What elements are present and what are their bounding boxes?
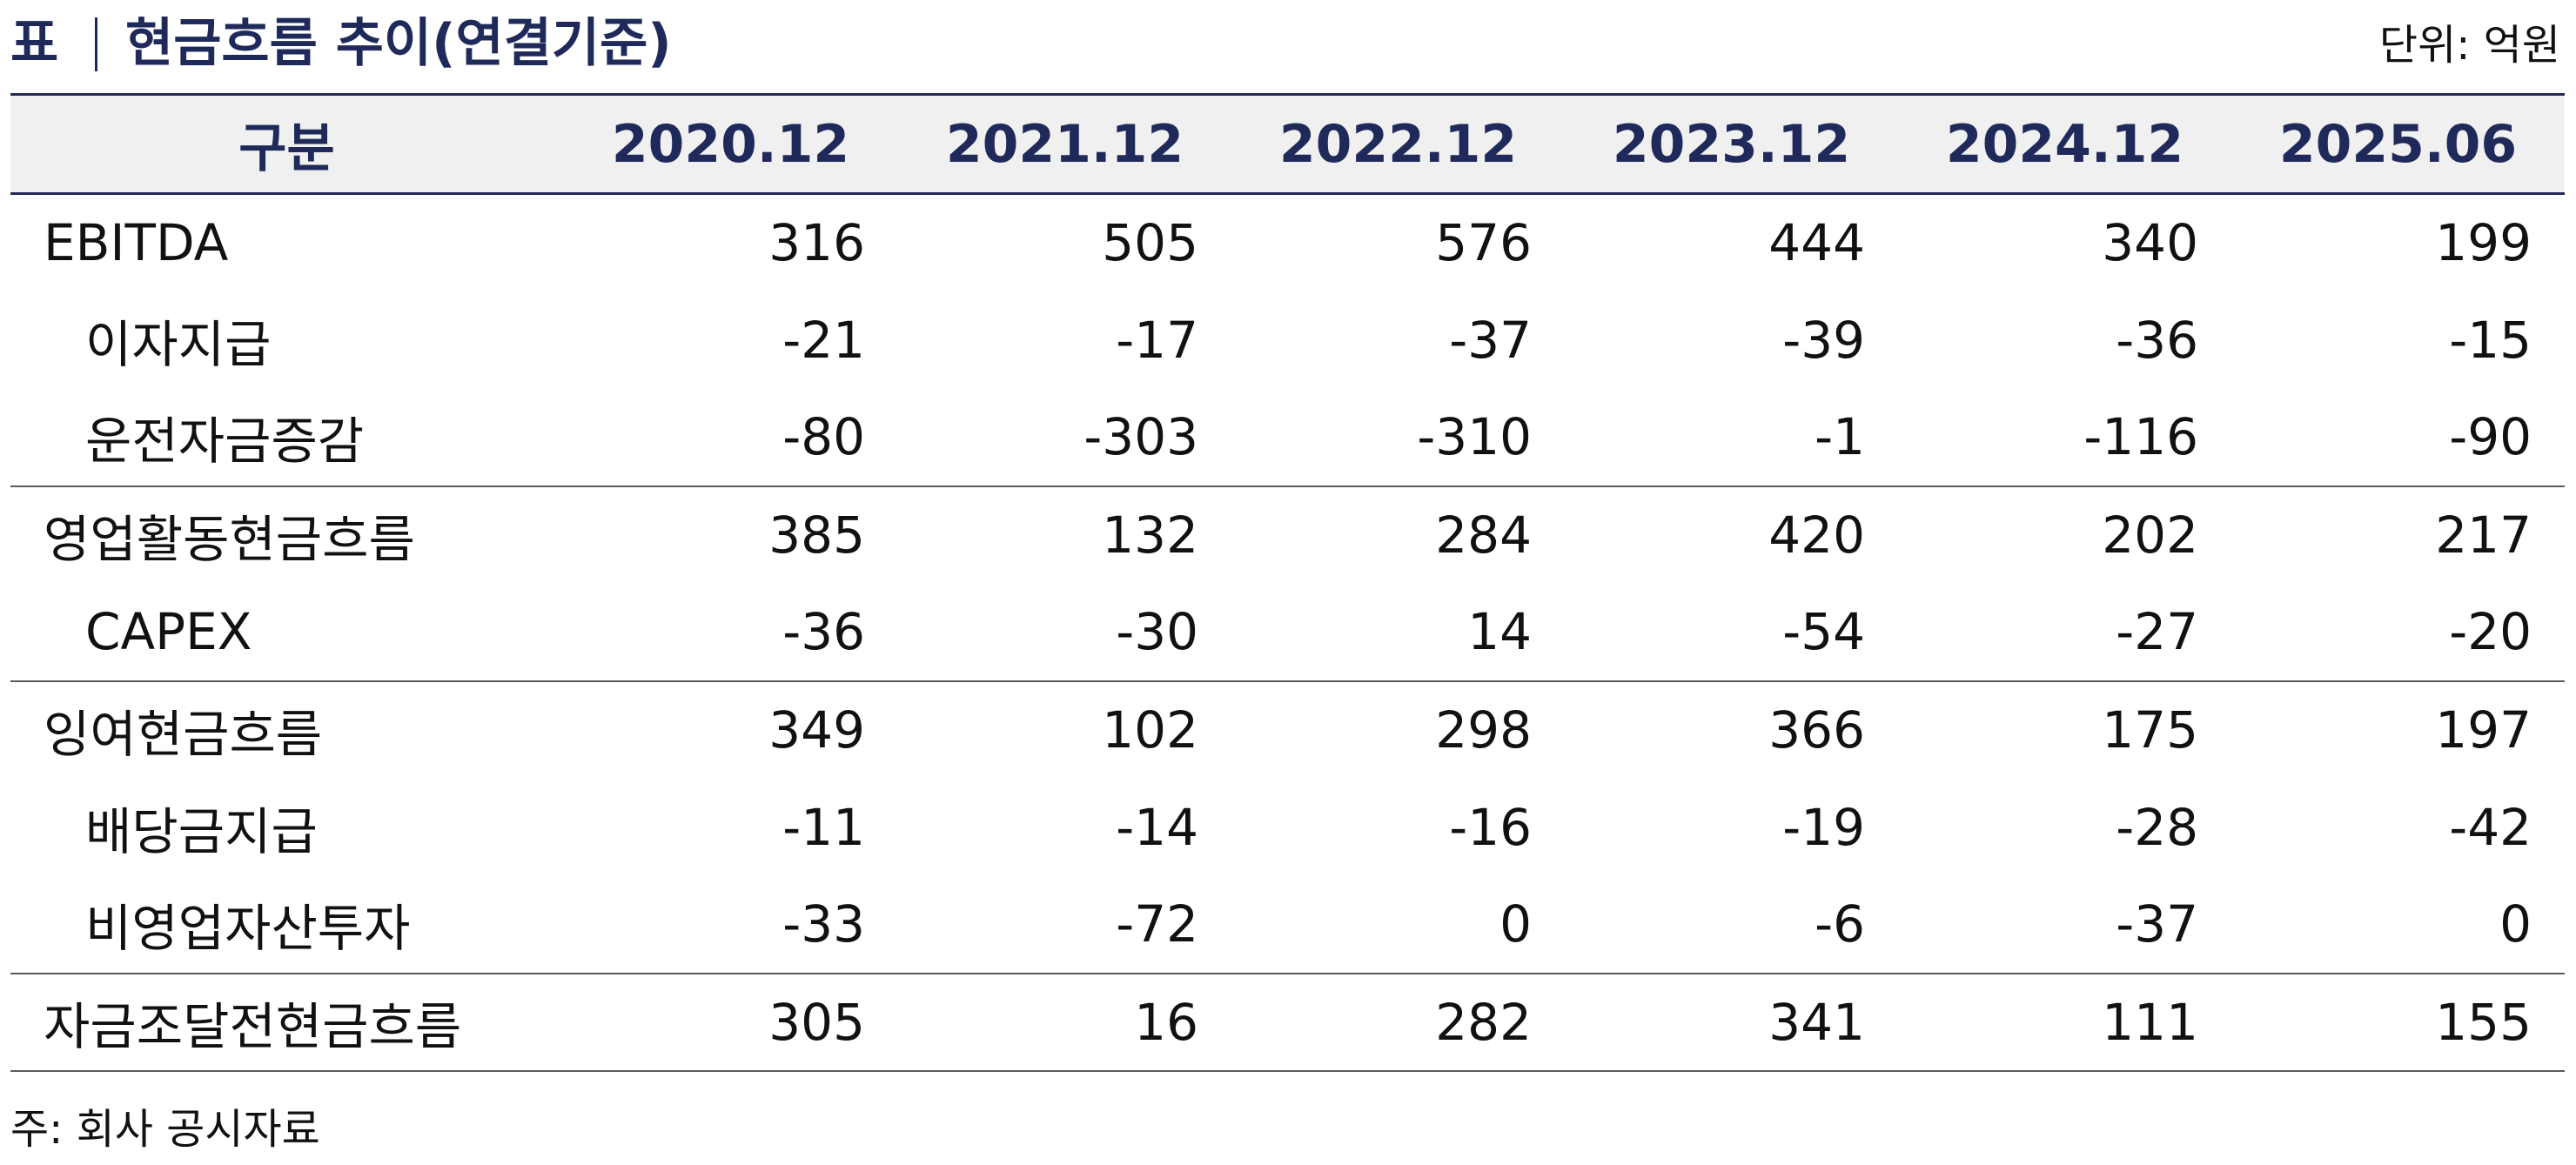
- table-row: 비영업자산투자 -33 -72 0 -6 -37 0: [10, 876, 2565, 974]
- table-row: EBITDA 316 505 576 444 340 199: [10, 194, 2565, 291]
- table-cell: -19: [1782, 797, 1865, 857]
- header-2025-06: 2025.06: [2231, 93, 2565, 195]
- table-row: 이자지급 -21 -17 -37 -39 -36 -15: [10, 291, 2565, 389]
- table-row: 배당금지급 -11 -14 -16 -19 -28 -42: [10, 779, 2565, 876]
- table-cell: 341: [1565, 972, 1898, 1072]
- row-label: 영업활동현금흐름: [10, 485, 563, 584]
- table-cell: -39: [1782, 310, 1865, 370]
- table-cell: -80: [782, 407, 865, 466]
- table-cell: -90: [2449, 407, 2532, 466]
- table-cell: 155: [2231, 972, 2565, 1072]
- table-cell: -72: [1116, 894, 1198, 954]
- header-2023-12: 2023.12: [1565, 93, 1898, 195]
- table-cell: -42: [2449, 797, 2532, 857]
- table-cell: -54: [1782, 602, 1865, 661]
- cash-flow-table: 구분 2020.12 2021.12 2022.12 2023.12 2024.…: [10, 93, 2565, 1072]
- table-cell: -310: [1417, 407, 1532, 466]
- table-cell: 349: [563, 680, 898, 779]
- table-cell: 282: [1231, 972, 1565, 1072]
- table-cell: 0: [1499, 894, 1532, 954]
- title-divider: [95, 17, 97, 71]
- table-row: 잉여현금흐름 349 102 298 366 175 197: [10, 680, 2565, 779]
- table-cell: -36: [782, 602, 865, 661]
- table-cell: 132: [898, 485, 1231, 584]
- table-row: 운전자금증감 -80 -303 -310 -1 -116 -90: [10, 389, 2565, 486]
- table-cell: 217: [2231, 485, 2565, 584]
- table-row: 영업활동현금흐름 385 132 284 420 202 217: [10, 485, 2565, 584]
- header-2021-12: 2021.12: [898, 93, 1231, 195]
- table-cell: -11: [782, 797, 865, 857]
- table-cell: 366: [1565, 680, 1898, 779]
- table-cell: -303: [1083, 407, 1198, 466]
- source-note: 주: 회사 공시자료: [10, 1105, 320, 1154]
- table-cell: -33: [782, 894, 865, 954]
- unit-label: 단위: 억원: [2378, 21, 2560, 70]
- table-cell: -16: [1449, 797, 1532, 857]
- table-cell: 102: [898, 680, 1231, 779]
- table-cell: 505: [1102, 213, 1198, 273]
- table-cell: 444: [1768, 213, 1865, 273]
- table-cell: 0: [2499, 894, 2532, 954]
- table-cell: 202: [1898, 485, 2231, 584]
- table-cell: -20: [2449, 602, 2532, 661]
- row-label: 배당금지급: [85, 801, 318, 861]
- table-cell: 284: [1231, 485, 1565, 584]
- table-cell: 420: [1565, 485, 1898, 584]
- table-cell: -27: [2116, 602, 2198, 661]
- table-cell: 175: [1898, 680, 2231, 779]
- row-label: CAPEX: [85, 602, 252, 661]
- title-row: 표 현금흐름 추이(연결기준) 단위: 억원: [10, 0, 2560, 87]
- row-label: 이자지급: [85, 314, 272, 374]
- table-cell: -116: [2083, 407, 2198, 466]
- page-title: 현금흐름 추이(연결기준): [125, 13, 672, 74]
- table-label: 표: [10, 13, 59, 74]
- table-cell: -37: [2116, 894, 2198, 954]
- table-cell: 316: [768, 213, 865, 273]
- table-cell: -14: [1116, 797, 1198, 857]
- table-cell: 305: [563, 972, 898, 1072]
- table-cell: -28: [2116, 797, 2198, 857]
- table-cell: 197: [2231, 680, 2565, 779]
- table-cell: -37: [1449, 310, 1532, 370]
- table-row: 자금조달전현금흐름 305 16 282 341 111 155: [10, 972, 2565, 1072]
- table-cell: -1: [1815, 407, 1865, 466]
- cash-flow-table-container: 구분 2020.12 2021.12 2022.12 2023.12 2024.…: [10, 93, 2565, 1072]
- table-cell: -17: [1116, 310, 1198, 370]
- table-cell: 576: [1435, 213, 1532, 273]
- table-cell: 385: [563, 485, 898, 584]
- row-label: 비영업자산투자: [85, 899, 411, 958]
- table-cell: -30: [1116, 602, 1198, 661]
- row-label: EBITDA: [44, 213, 229, 273]
- row-label: 잉여현금흐름: [10, 680, 563, 779]
- row-label: 운전자금증감: [85, 412, 365, 471]
- row-label: 자금조달전현금흐름: [10, 972, 563, 1072]
- table-cell: 111: [1898, 972, 2231, 1072]
- header-2020-12: 2020.12: [563, 93, 898, 195]
- table-cell: 199: [2435, 213, 2532, 273]
- header-2024-12: 2024.12: [1898, 93, 2231, 195]
- table-cell: 16: [898, 972, 1231, 1072]
- header-category: 구분: [10, 93, 563, 195]
- table-row: CAPEX -36 -30 14 -54 -27 -20: [10, 584, 2565, 681]
- table-cell: 340: [2102, 213, 2198, 273]
- header-row: 구분 2020.12 2021.12 2022.12 2023.12 2024.…: [10, 93, 2565, 195]
- table-cell: 14: [1467, 602, 1532, 661]
- table-cell: -36: [2116, 310, 2198, 370]
- header-2022-12: 2022.12: [1231, 93, 1565, 195]
- table-cell: 298: [1231, 680, 1565, 779]
- table-cell: -15: [2449, 310, 2532, 370]
- table-cell: -21: [782, 310, 865, 370]
- table-cell: -6: [1815, 894, 1865, 954]
